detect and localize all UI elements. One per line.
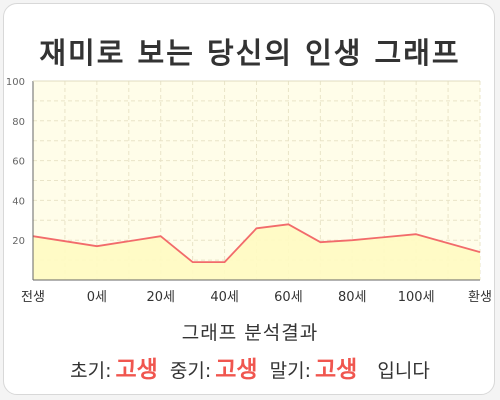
x-tick-label: 60세: [274, 290, 303, 305]
middle-stage-label: 중기:: [169, 360, 212, 382]
late-stage-value: 고생: [315, 357, 358, 383]
y-tick-label: 20: [12, 236, 25, 247]
y-tick-label: 40: [12, 196, 25, 207]
x-tick-label: 20세: [146, 290, 175, 305]
page-title: 재미로 보는 당신의 인생 그래프: [39, 36, 461, 70]
x-tick-label: 80세: [338, 290, 367, 305]
y-tick-label: 100: [6, 77, 25, 88]
result-suffix: 입니다: [377, 360, 430, 382]
early-stage-value: 고생: [115, 357, 158, 383]
y-tick-label: 60: [12, 157, 25, 168]
series-line: [32, 223, 481, 264]
middle-stage-value: 고생: [215, 357, 258, 383]
analysis-heading: 그래프 분석결과: [181, 322, 319, 344]
x-tick-label: 환생: [468, 290, 492, 305]
y-tick-label: 80: [12, 117, 25, 128]
x-tick-label: 100세: [398, 290, 435, 305]
x-tick-label: 40세: [210, 290, 239, 305]
x-tick-label: 전생: [21, 290, 45, 305]
late-stage-label: 말기:: [269, 360, 312, 382]
series-area: [33, 224, 480, 280]
x-tick-label: 0세: [87, 290, 107, 305]
early-stage-label: 초기:: [70, 360, 112, 382]
analysis-result: 초기: 고생 중기: 고생 말기: 고생 입니다: [0, 350, 500, 384]
